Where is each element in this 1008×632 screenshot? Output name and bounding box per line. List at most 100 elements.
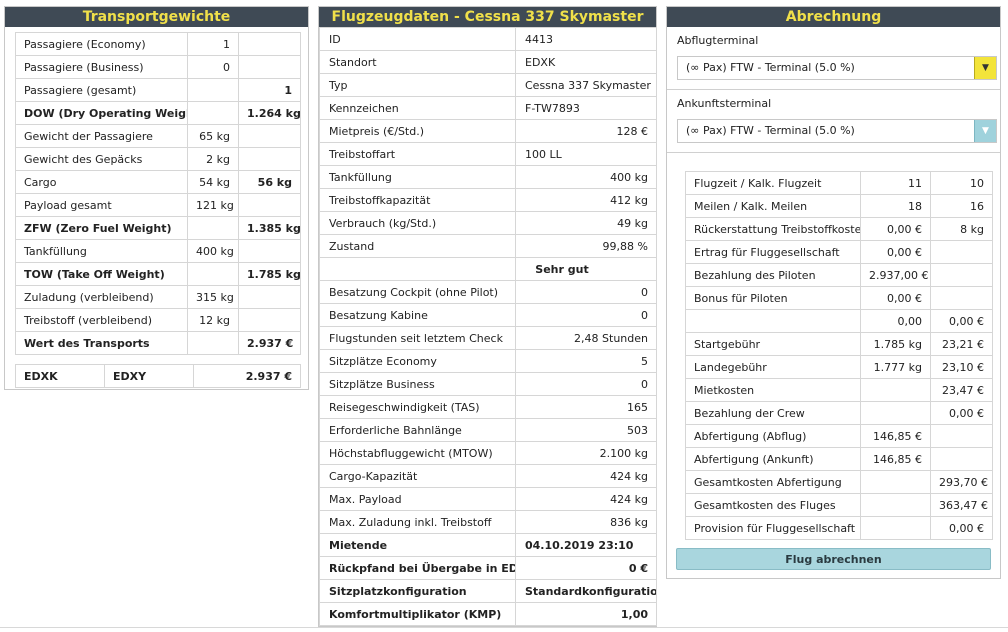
row-value: 146,85 € <box>860 447 931 471</box>
row-total: 1.785 kg <box>238 262 301 286</box>
row-label: Payload gesamt <box>15 193 188 217</box>
row-label: Gewicht des Gepäcks <box>15 147 188 171</box>
row-label: Rückpfand bei Übergabe in EDDH <box>319 556 516 580</box>
table-row: TOW (Take Off Weight) 1.785 kg <box>15 262 301 286</box>
row-value: 8 kg <box>930 217 993 241</box>
row-value: 0,00 <box>860 309 931 333</box>
table-row: Reisegeschwindigkeit (TAS) 165 <box>319 395 657 419</box>
submit-flight-button[interactable]: Flug abrechnen <box>676 548 991 570</box>
table-row: Flugzeit / Kalk. Flugzeit 11 10 <box>685 171 993 195</box>
row-value <box>930 286 993 310</box>
row-value <box>930 263 993 287</box>
row-value: 363,47 € <box>930 493 993 517</box>
row-label: Abfertigung (Ankunft) <box>685 447 861 471</box>
table-row: Komfortmultiplikator (KMP) 1,00 <box>319 602 657 626</box>
table-row: Startgebühr 1.785 kg 23,21 € <box>685 332 993 356</box>
row-label: TOW (Take Off Weight) <box>15 262 188 286</box>
table-row: Mietende 04.10.2019 23:10 <box>319 533 657 557</box>
row-value <box>187 216 239 240</box>
row-total <box>238 239 301 263</box>
billing-title: Abrechnung <box>667 7 1000 27</box>
row-value <box>860 493 931 517</box>
row-value <box>930 447 993 471</box>
table-row: Gewicht des Gepäcks 2 kg <box>15 147 301 171</box>
table-row: Abfertigung (Abflug) 146,85 € <box>685 424 993 448</box>
table-row: Tankfüllung 400 kg <box>319 165 657 189</box>
row-value: 0,00 € <box>860 217 931 241</box>
table-row: Ertrag für Fluggesellschaft 0,00 € <box>685 240 993 264</box>
row-value: 0,00 € <box>860 240 931 264</box>
row-label: Passagiere (Economy) <box>15 32 188 56</box>
row-value: 2.100 kg <box>515 441 657 465</box>
row-value: Standardkonfiguration <box>515 579 657 603</box>
row-label: Höchstabfluggewicht (MTOW) <box>319 441 516 465</box>
departure-terminal-select[interactable]: (∞ Pax) FTW - Terminal (5.0 %) ▼ <box>677 56 997 80</box>
row-label: Zustand <box>319 234 516 258</box>
transport-weights-panel: Transportgewichte Passagiere (Economy) 1 P… <box>4 6 309 390</box>
row-value: 503 <box>515 418 657 442</box>
row-value: 315 kg <box>187 285 239 309</box>
table-row: Besatzung Cockpit (ohne Pilot) 0 <box>319 280 657 304</box>
route-row: EDXK EDXY 2.937 € <box>15 364 301 388</box>
table-row: Zuladung (verbleibend) 315 kg <box>15 285 301 309</box>
chevron-down-icon[interactable]: ▼ <box>974 120 996 142</box>
row-label: Reisegeschwindigkeit (TAS) <box>319 395 516 419</box>
row-label: Zuladung (verbleibend) <box>15 285 188 309</box>
row-label: Treibstoffart <box>319 142 516 166</box>
row-label <box>685 309 861 333</box>
row-value: 165 <box>515 395 657 419</box>
arrival-terminal-select[interactable]: (∞ Pax) FTW - Terminal (5.0 %) ▼ <box>677 119 997 143</box>
table-row: 0,00 0,00 € <box>685 309 993 333</box>
table-row: Max. Payload 424 kg <box>319 487 657 511</box>
row-value: 293,70 € <box>930 470 993 494</box>
table-row: Meilen / Kalk. Meilen 18 16 <box>685 194 993 218</box>
row-label: Passagiere (gesamt) <box>15 78 188 102</box>
row-label: Tankfüllung <box>15 239 188 263</box>
table-row: Sitzplätze Economy 5 <box>319 349 657 373</box>
table-row: Mietkosten 23,47 € <box>685 378 993 402</box>
row-value: 400 kg <box>187 239 239 263</box>
row-value <box>187 78 239 102</box>
row-label: Wert des Transports <box>15 331 188 355</box>
transport-weights-table: Passagiere (Economy) 1 Passagiere (Busines… <box>15 32 301 355</box>
row-label: Provision für Fluggesellschaft <box>685 516 861 540</box>
table-row: Zustand 99,88 % <box>319 234 657 258</box>
row-value: 10 <box>930 171 993 195</box>
table-row: Höchstabfluggewicht (MTOW) 2.100 kg <box>319 441 657 465</box>
table-row: Cargo 54 kg 56 kg <box>15 170 301 194</box>
table-row: Verbrauch (kg/Std.) 49 kg <box>319 211 657 235</box>
row-label: Sitzplätze Business <box>319 372 516 396</box>
table-row: Treibstoffart 100 LL <box>319 142 657 166</box>
row-label: Besatzung Kabine <box>319 303 516 327</box>
row-value: 128 € <box>515 119 657 143</box>
row-value <box>187 331 239 355</box>
row-total: 1 <box>238 78 301 102</box>
page-bottom-divider <box>0 627 1008 628</box>
table-row: Passagiere (Business) 0 <box>15 55 301 79</box>
row-value <box>930 424 993 448</box>
row-value: 0,00 € <box>930 309 993 333</box>
row-value: 54 kg <box>187 170 239 194</box>
row-total <box>238 32 301 56</box>
arrival-terminal-label: Ankunftsterminal <box>677 97 772 110</box>
table-row: Provision für Fluggesellschaft 0,00 € <box>685 516 993 540</box>
row-label: Typ <box>319 73 516 97</box>
table-row: Flugstunden seit letztem Check 2,48 Stund… <box>319 326 657 350</box>
row-label: Flugzeit / Kalk. Flugzeit <box>685 171 861 195</box>
chevron-down-icon[interactable]: ▼ <box>974 57 996 79</box>
table-row: ID 4413 <box>319 27 657 51</box>
row-value: 0 € <box>515 556 657 580</box>
table-row: Landegebühr 1.777 kg 23,10 € <box>685 355 993 379</box>
row-value: 0 <box>515 280 657 304</box>
row-total <box>238 147 301 171</box>
row-label: Gesamtkosten Abfertigung <box>685 470 861 494</box>
row-value <box>187 262 239 286</box>
row-value <box>860 401 931 425</box>
arrival-terminal-value: (∞ Pax) FTW - Terminal (5.0 %) <box>686 124 855 137</box>
row-label: ID <box>319 27 516 51</box>
row-label: Bonus für Piloten <box>685 286 861 310</box>
row-label: Ertrag für Fluggesellschaft <box>685 240 861 264</box>
divider <box>667 152 1000 153</box>
row-value: 1.777 kg <box>860 355 931 379</box>
row-label: Standort <box>319 50 516 74</box>
